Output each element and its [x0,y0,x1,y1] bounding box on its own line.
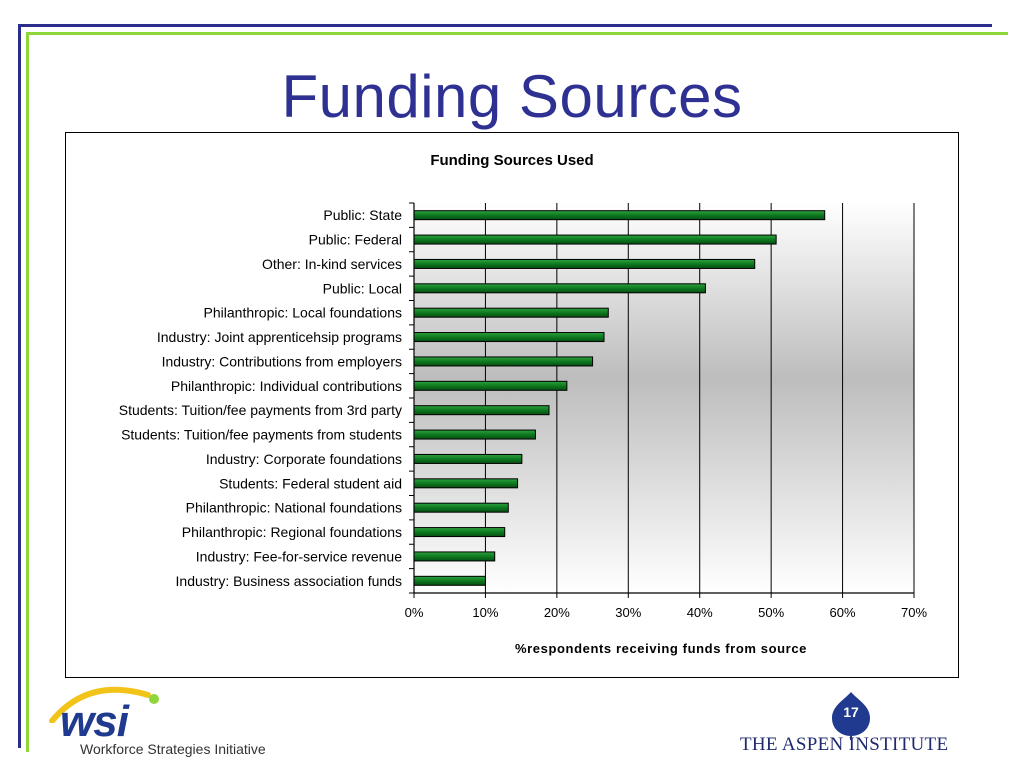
category-labels: Public: State Public: Federal Other: In-ki… [119,207,402,589]
bar [413,307,609,318]
frame-accent-left [26,32,29,752]
category-label: Students: Federal student aid [219,475,402,491]
category-label: Philanthropic: Local foundations [204,305,402,321]
aspen-leaf-icon [832,692,870,740]
axes [409,202,915,598]
category-label: Public: Federal [309,232,402,248]
bar [413,234,777,245]
chart-container: Funding Sources Used Public: State Public… [65,132,959,678]
bar [413,478,519,489]
bar-chart: Funding Sources Used Public: StatePublic… [119,152,928,656]
bar [413,332,605,343]
frame-border-left [18,24,21,748]
x-tick-labels: 0% 10% 20% 30% 40% 50% 60% 70% [405,605,928,620]
bars [413,210,826,586]
slide-title: Funding Sources [281,63,743,130]
x-axis-label: %respondents receiving funds from source [515,641,807,656]
frame-border-top [18,24,992,27]
category-label: Students: Tuition/fee payments from 3rd … [119,402,402,418]
category-label: Other: In-kind services [262,256,402,272]
bar [413,283,706,294]
wsi-subtitle: Workforce Strategies Initiative [80,741,266,757]
wsi-arc-icon [49,686,159,723]
x-tick-label: 0% [405,605,424,620]
page-number: 17 [843,704,859,720]
category-label: Public: State [323,207,402,223]
wsi-logo: wsi Workforce Strategies Initiative [44,683,294,763]
chart-title: Funding Sources Used [430,152,593,169]
category-label: Philanthropic: National foundations [186,500,402,516]
x-tick-label: 30% [615,605,641,620]
bar [413,527,506,538]
category-label: Industry: Contributions from employers [162,353,402,369]
bar [413,258,756,269]
category-label: Industry: Corporate foundations [206,451,402,467]
category-label: Public: Local [323,280,402,296]
aspen-logo: 17 THE ASPEN INSTITUTE [740,690,980,760]
bar [413,380,568,391]
bar [413,575,486,586]
bar [413,551,496,562]
x-tick-label: 10% [472,605,498,620]
bar [413,210,826,221]
category-label: Industry: Joint apprenticehsip programs [157,329,402,345]
category-label: Students: Tuition/fee payments from stud… [121,427,402,443]
x-tick-label: 40% [687,605,713,620]
bar [413,405,550,416]
aspen-wordmark: THE ASPEN INSTITUTE [740,734,949,755]
x-tick-label: 60% [830,605,856,620]
bar [413,356,594,367]
x-tick-label: 70% [901,605,927,620]
frame-accent-top [26,32,1008,35]
bar [413,502,509,513]
x-tick-label: 20% [544,605,570,620]
bar [413,429,536,440]
x-tick-label: 50% [758,605,784,620]
wsi-wordmark: wsi [60,697,129,746]
category-label: Industry: Fee-for-service revenue [196,548,402,564]
category-label: Industry: Business association funds [176,573,402,589]
bar [413,453,523,464]
category-label: Philanthropic: Regional foundations [182,524,402,540]
category-label: Philanthropic: Individual contributions [171,378,402,394]
